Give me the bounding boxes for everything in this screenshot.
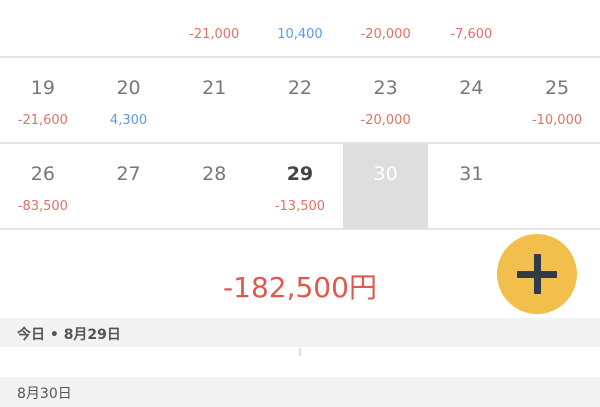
- add-entry-button[interactable]: [497, 234, 577, 314]
- calendar-day-cell[interactable]: [0, 0, 86, 56]
- calendar-day-cell[interactable]: -20,000: [343, 0, 429, 56]
- calendar-day-cell[interactable]: [514, 143, 600, 228]
- day-number: 30: [373, 163, 398, 185]
- day-number: 21: [202, 77, 227, 99]
- day-amount: -21,000: [189, 27, 240, 42]
- calendar-day-cell[interactable]: -7,600: [429, 0, 515, 56]
- calendar-day-cell[interactable]: -21,000: [171, 0, 257, 56]
- calendar-day-cell[interactable]: 26 -83,500: [0, 143, 86, 228]
- day-number: 24: [459, 77, 484, 99]
- section-header-date: 8月30日: [0, 377, 600, 407]
- calendar-day-cell[interactable]: 29 -13,500: [257, 143, 343, 228]
- calendar-day-cell[interactable]: 22: [257, 57, 343, 142]
- calendar-week: 26 -83,500 27 28 29 -13,500 30 31: [0, 143, 600, 230]
- day-amount: -7,600: [450, 27, 493, 42]
- calendar-day-cell[interactable]: [86, 0, 172, 56]
- day-number: 23: [373, 77, 398, 99]
- day-amount: -13,500: [274, 199, 326, 214]
- section-label: 8月30日: [17, 386, 72, 402]
- section-header-today: 今日 • 8月29日: [0, 318, 600, 347]
- calendar-day-cell[interactable]: 20 4,300: [86, 57, 172, 142]
- day-amount: -20,000: [360, 113, 411, 128]
- calendar-day-cell[interactable]: 19 -21,600: [0, 57, 86, 142]
- day-number: 25: [544, 77, 570, 99]
- day-amount: -21,600: [17, 113, 68, 128]
- day-amount: -10,000: [531, 113, 583, 128]
- day-number: 26: [30, 163, 55, 185]
- calendar-day-cell[interactable]: 23 -20,000: [343, 57, 429, 142]
- day-number: 29: [286, 163, 314, 185]
- day-amount: -20,000: [360, 27, 411, 42]
- calendar-day-cell[interactable]: 31: [429, 143, 515, 228]
- calendar-week: 19 -21,600 20 4,300 21 22 23 -20,000 24 25 -10,000: [0, 57, 600, 144]
- calendar-week: -21,000 10,400 -20,000 -7,600: [0, 0, 600, 58]
- divider: [299, 348, 301, 356]
- month-total: -182,500円: [223, 271, 377, 304]
- calendar-day-cell[interactable]: 27: [86, 143, 172, 228]
- calendar-day-cell[interactable]: 24: [429, 57, 515, 142]
- day-number: 19: [30, 77, 55, 99]
- section-label: 今日 • 8月29日: [17, 327, 121, 343]
- calendar-day-cell[interactable]: 25 -10,000: [514, 57, 600, 142]
- calendar-day-cell[interactable]: 10,400: [257, 0, 343, 56]
- day-amount: 10,400: [277, 27, 323, 42]
- day-number: 22: [287, 77, 313, 99]
- calendar-day-cell[interactable]: [514, 0, 600, 56]
- day-amount: 4,300: [109, 113, 148, 128]
- calendar-day-cell[interactable]: 28: [171, 143, 257, 228]
- day-number: 28: [202, 163, 227, 185]
- day-amount: -83,500: [17, 199, 68, 214]
- day-number: 31: [459, 163, 484, 185]
- day-number: 27: [116, 163, 141, 185]
- calendar-day-cell[interactable]: 21: [171, 57, 257, 142]
- calendar-day-cell[interactable]: 30: [342, 143, 429, 228]
- day-number: 20: [116, 77, 141, 99]
